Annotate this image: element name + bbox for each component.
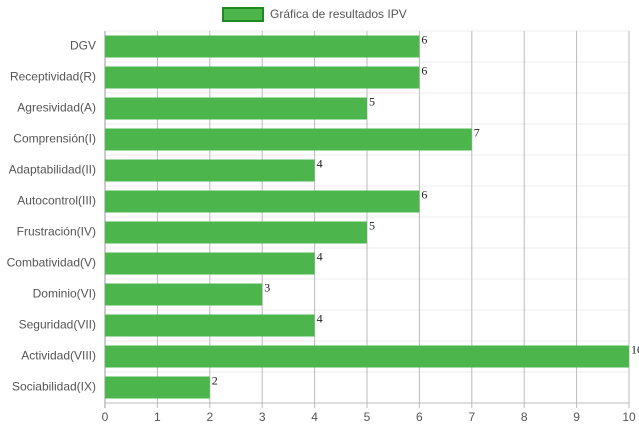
x-tick-label: 3 [259, 410, 266, 424]
y-tick-label: DGV [70, 39, 96, 53]
y-tick-label: Seguridad(VII) [19, 318, 96, 332]
legend-label: Gráfica de resultados IPV [270, 7, 407, 21]
y-tick-label: Combatividad(V) [7, 256, 96, 270]
y-tick-label: Agresividad(A) [17, 101, 96, 115]
y-tick-label: Receptividad(R) [10, 70, 96, 84]
bar [105, 283, 263, 306]
bar [105, 345, 629, 368]
x-tick-label: 4 [311, 410, 318, 424]
x-tick-label: 2 [206, 410, 213, 424]
y-tick-label: Sociabilidad(IX) [12, 380, 96, 394]
bar [105, 66, 420, 89]
bar [105, 252, 315, 275]
value-label: 4 [317, 249, 323, 263]
x-tick-label: 8 [521, 410, 528, 424]
bar [105, 128, 472, 151]
value-label: 6 [421, 63, 427, 77]
bar [105, 159, 315, 182]
y-tick-label: Comprensión(I) [13, 132, 96, 146]
x-tick-label: 6 [416, 410, 423, 424]
x-tick-label: 5 [364, 410, 371, 424]
x-tick-label: 7 [468, 410, 475, 424]
bar [105, 35, 420, 58]
y-tick-label: Adaptabilidad(II) [9, 163, 96, 177]
y-tick-label: Actividad(VIII) [21, 349, 96, 363]
value-label: 6 [421, 32, 427, 46]
value-label: 10 [631, 342, 639, 356]
x-tick-label: 9 [573, 410, 580, 424]
value-label: 3 [264, 280, 270, 294]
y-tick-label: Autocontrol(III) [17, 194, 96, 208]
bar [105, 221, 367, 244]
x-tick-label: 1 [154, 410, 161, 424]
value-label: 7 [474, 125, 480, 139]
value-label: 6 [421, 187, 427, 201]
x-tick-label: 0 [102, 410, 109, 424]
y-tick-label: Frustración(IV) [17, 225, 96, 239]
bar [105, 314, 315, 337]
value-label: 4 [317, 311, 323, 325]
legend-swatch [222, 7, 264, 22]
bar [105, 97, 367, 120]
value-label: 5 [369, 94, 375, 108]
bar [105, 190, 420, 213]
value-label: 2 [212, 373, 218, 387]
bar [105, 376, 210, 399]
value-label: 4 [317, 156, 323, 170]
x-tick-label: 10 [622, 410, 636, 424]
y-tick-label: Dominio(VI) [33, 287, 96, 301]
value-label: 5 [369, 218, 375, 232]
